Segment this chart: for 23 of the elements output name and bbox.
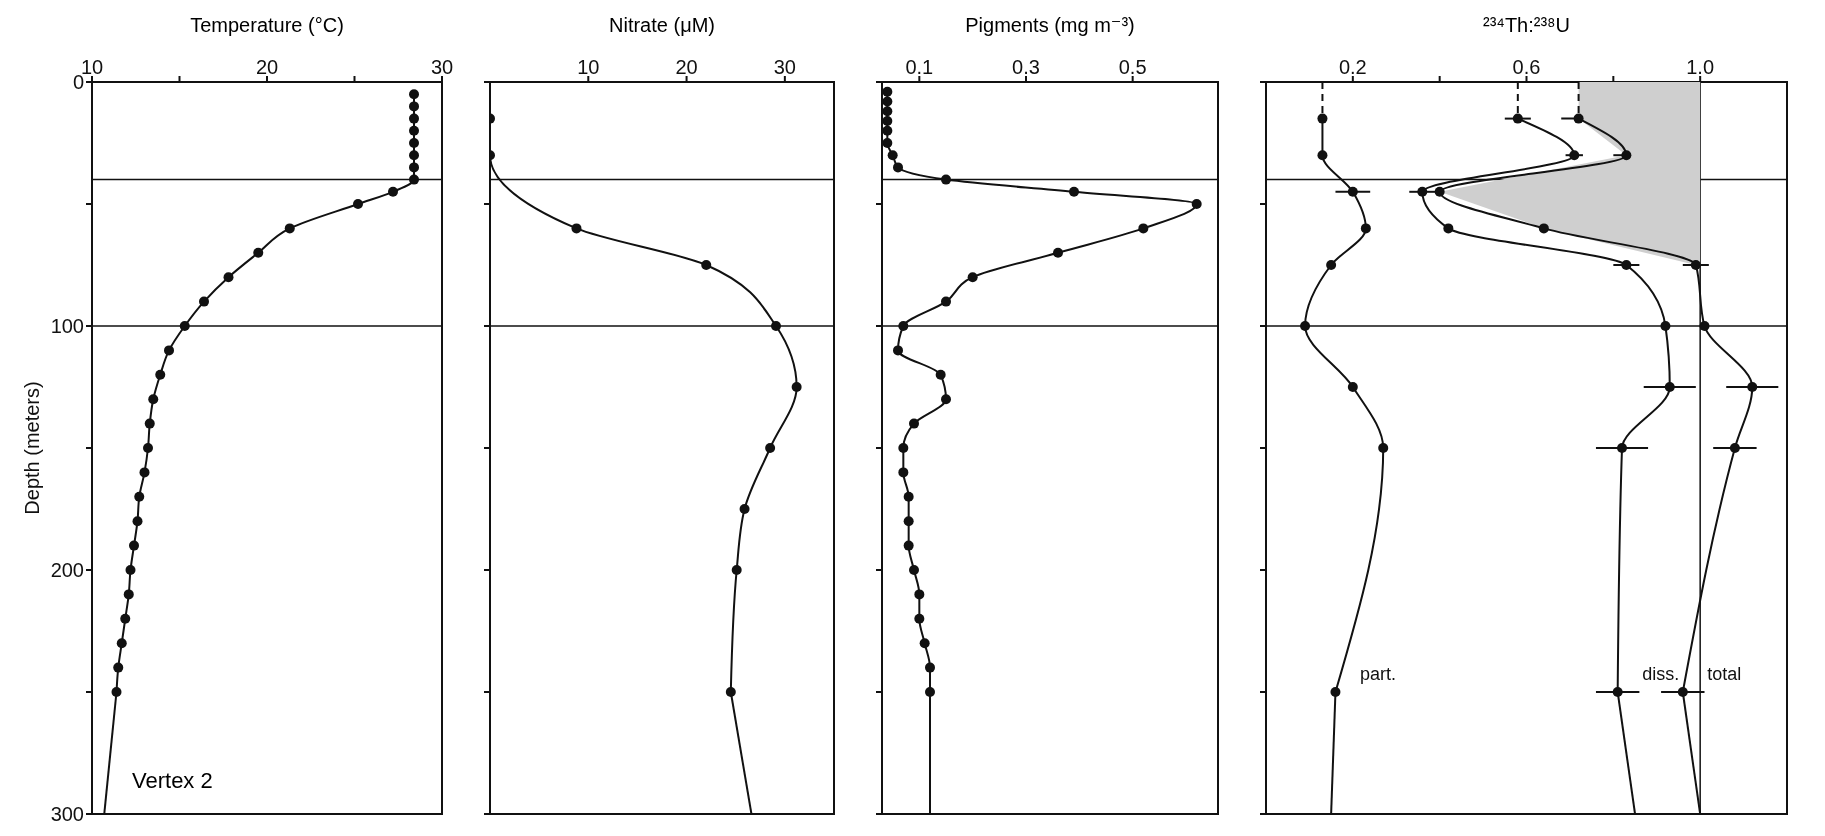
x-tick-label: 30 (430, 56, 454, 78)
y-axis-title: Depth (meters) (21, 381, 44, 515)
x-tick-label: 0.3 (1012, 56, 1040, 78)
x-tick-label: 0.2 (1338, 56, 1367, 78)
y-tick-label: 300 (50, 803, 84, 826)
series-label: part. (1359, 664, 1397, 684)
x-tick-label: 0.5 (1118, 56, 1147, 78)
series-label: total (1707, 664, 1742, 684)
chart-title: Pigments (mg m⁻³) (964, 13, 1136, 38)
x-tick-label: 20 (675, 56, 698, 78)
x-tick-label: 20 (255, 56, 279, 78)
y-tick-label: 100 (50, 315, 84, 338)
x-tick-label: 0.1 (905, 56, 934, 78)
annotation: Vertex 2 (132, 768, 213, 794)
series-label: diss. (1642, 664, 1680, 684)
x-tick-label: 1.0 (1686, 56, 1715, 78)
x-tick-label: 10 (577, 56, 600, 78)
chart-title: Nitrate (μM) (608, 13, 716, 38)
y-tick-label: 200 (50, 559, 84, 582)
x-tick-label: 30 (773, 56, 796, 78)
chart-title: Temperature (°C) (189, 13, 345, 38)
x-tick-label: 0.6 (1512, 56, 1541, 78)
chart-title: ²³⁴Th:²³⁸U (1482, 13, 1571, 38)
